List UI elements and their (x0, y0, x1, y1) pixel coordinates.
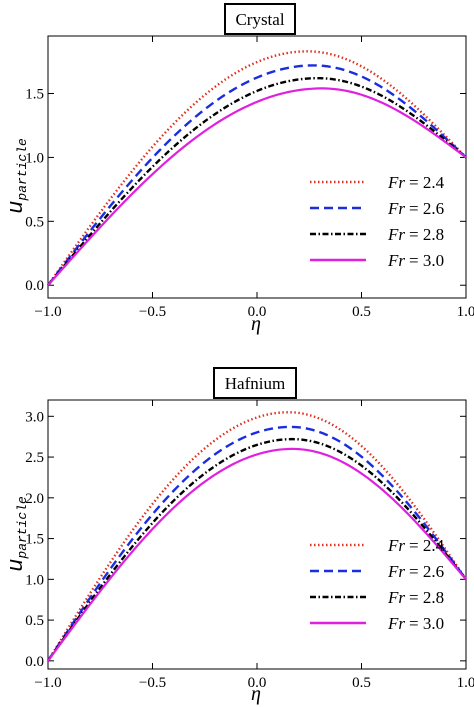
legend-var: Fr (387, 614, 405, 633)
series-line-3 (47, 76, 467, 286)
legend-value: = 3.0 (409, 251, 444, 270)
legend-value: = 2.6 (409, 562, 444, 581)
tick-group: −1.0 −0.5 0.0 0.5 1.0 0.0 0.5 1.0 1.5 (25, 36, 474, 320)
y-axis-label-main: u (4, 559, 29, 572)
legend: Fr = 2.4Fr = 2.6Fr = 2.8Fr = 3.0 (310, 536, 445, 633)
y-axis-label: uparticle (4, 138, 30, 214)
x-tick-label: −1.0 (34, 675, 61, 691)
legend-value: = 3.0 (409, 614, 444, 633)
x-tick-label: 0.5 (352, 675, 371, 691)
legend-value: = 2.8 (409, 588, 444, 607)
legend-label-3: Fr = 2.8 (387, 588, 444, 607)
legend-var: Fr (387, 251, 405, 270)
legend-var: Fr (387, 588, 405, 607)
legend-var: Fr (387, 199, 405, 218)
tick-group: −1.0 −0.5 0.0 0.5 1.0 0.0 0.5 1.0 1.5 2.0 2.5 3.0 (25, 400, 474, 691)
y-axis-label-sub: particle (15, 138, 30, 202)
y-axis-label-sub: particle (15, 496, 30, 560)
series-line-4 (47, 87, 467, 286)
legend-var: Fr (387, 173, 405, 192)
y-tick-label: 1.5 (25, 87, 44, 103)
y-tick-label: 0.5 (25, 613, 44, 629)
legend-label-2: Fr = 2.6 (387, 199, 444, 218)
y-tick-label: 0.0 (25, 278, 44, 294)
legend-value: = 2.8 (409, 225, 444, 244)
x-tick-label: −0.5 (139, 304, 166, 320)
series-line-3 (47, 437, 467, 662)
legend-label-4: Fr = 3.0 (387, 614, 444, 633)
legend-var: Fr (387, 536, 405, 555)
y-tick-label: 1.0 (25, 572, 44, 588)
series-line-2 (46, 425, 467, 662)
series-line-2 (47, 64, 467, 286)
series-group (47, 50, 467, 286)
x-tick-label: 0.0 (248, 304, 267, 320)
y-tick-label: 2.0 (25, 491, 44, 507)
series-line-4 (47, 447, 467, 662)
x-tick-label: 1.0 (457, 675, 474, 691)
legend-var: Fr (387, 562, 405, 581)
y-tick-label: 0.0 (25, 654, 44, 670)
legend-label-3: Fr = 2.8 (387, 225, 444, 244)
y-tick-label: 1.5 (25, 532, 44, 548)
title-box (213, 367, 297, 399)
y-tick-label: 2.5 (25, 450, 44, 466)
x-axis-label: η (251, 313, 261, 335)
legend-value: = 2.4 (409, 536, 445, 555)
legend-label-1: Fr = 2.4 (387, 536, 445, 555)
y-tick-label: 0.5 (25, 214, 44, 230)
x-tick-label: −1.0 (34, 304, 61, 320)
legend-label-2: Fr = 2.6 (387, 562, 444, 581)
y-axis-label: uparticle (4, 496, 30, 572)
series-line-1 (47, 50, 467, 286)
chart-hafnium: Hafnium −1.0 −0.5 0.0 0.5 1.0 0.0 0.5 1.0 1.5 2.0… (4, 367, 474, 705)
chart-crystal: Crystal −1.0 −0.5 0.0 0.5 1.0 0.0 0.5 1.0 1.5 Fr… (4, 3, 474, 335)
legend-value: = 2.6 (409, 199, 444, 218)
y-axis-label-main: u (4, 201, 29, 214)
chart-title: Crystal (235, 10, 284, 29)
x-tick-label: 0.0 (248, 675, 267, 691)
legend-value: = 2.4 (409, 173, 445, 192)
x-tick-label: 0.5 (352, 304, 371, 320)
series-group (46, 411, 467, 662)
x-tick-label: −0.5 (139, 675, 166, 691)
legend-label-4: Fr = 3.0 (387, 251, 444, 270)
legend-var: Fr (387, 225, 405, 244)
legend: Fr = 2.4Fr = 2.6Fr = 2.8Fr = 3.0 (310, 173, 445, 270)
x-tick-label: 1.0 (457, 304, 474, 320)
chart-title: Hafnium (225, 374, 285, 393)
title-box (224, 3, 296, 35)
legend-label-1: Fr = 2.4 (387, 173, 445, 192)
x-axis-label: η (251, 683, 261, 705)
y-tick-label: 1.0 (25, 150, 44, 166)
y-tick-label: 3.0 (25, 409, 44, 425)
